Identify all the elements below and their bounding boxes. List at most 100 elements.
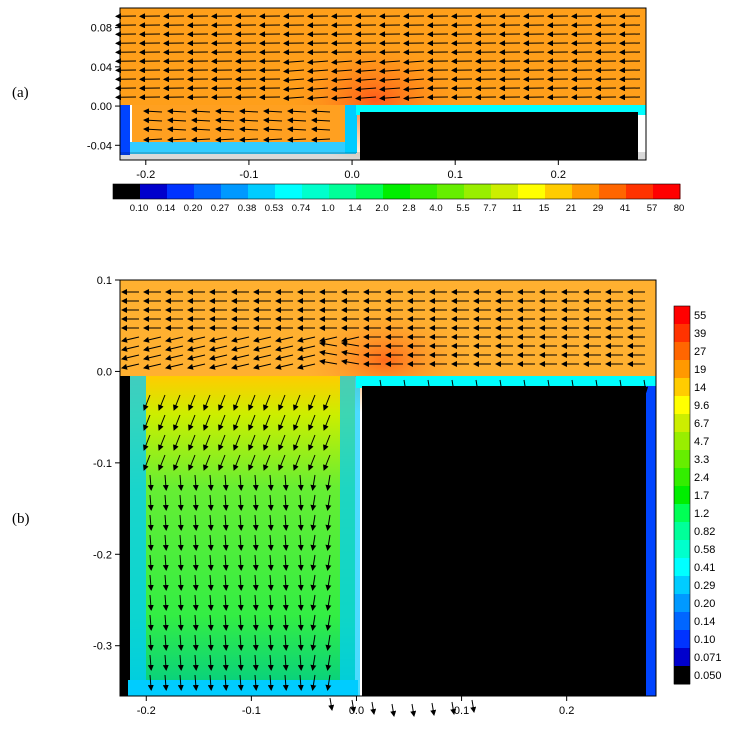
velocity-arrow xyxy=(341,340,360,347)
x-tick-label: -0.2 xyxy=(137,705,156,717)
velocity-arrow xyxy=(192,594,199,611)
velocity-arrow xyxy=(147,674,154,691)
velocity-arrow xyxy=(209,345,228,352)
velocity-arrow xyxy=(252,494,259,511)
velocity-arrow xyxy=(253,363,272,370)
velocity-arrow xyxy=(331,86,353,93)
colorbar-a-swatch xyxy=(437,184,465,199)
velocity-arrow xyxy=(215,136,235,143)
colorbar-b-swatch xyxy=(674,378,690,397)
velocity-arrow xyxy=(162,674,169,691)
colorbar-b-swatch xyxy=(674,630,690,649)
velocity-arrow xyxy=(325,534,332,551)
velocity-arrow xyxy=(310,474,317,491)
velocity-arrow xyxy=(252,534,259,551)
velocity-arrow xyxy=(252,654,259,671)
velocity-arrow xyxy=(237,634,244,651)
velocity-arrow xyxy=(191,117,211,124)
colorbar-b-label: 39 xyxy=(694,328,706,340)
velocity-arrow xyxy=(403,95,425,102)
velocity-arrow xyxy=(165,345,184,352)
velocity-arrow xyxy=(267,494,274,511)
colorbar-a-swatch xyxy=(329,184,357,199)
velocity-arrow xyxy=(546,379,553,393)
velocity-arrow xyxy=(207,514,214,531)
velocity-arrow xyxy=(263,434,271,451)
velocity-arrow xyxy=(267,534,274,551)
colorbar-a-label: 0.74 xyxy=(292,203,311,214)
colorbar-a-label: 80 xyxy=(674,203,685,214)
velocity-arrow xyxy=(192,614,199,631)
velocity-arrow xyxy=(121,345,140,352)
velocity-arrow xyxy=(162,494,169,511)
velocity-arrow xyxy=(207,634,214,651)
velocity-arrow xyxy=(278,434,286,451)
dark-region-b xyxy=(362,386,647,696)
velocity-arrow xyxy=(222,494,229,511)
velocity-arrow xyxy=(147,494,154,511)
plot-a-frame xyxy=(119,7,647,161)
colorbar-b-swatch xyxy=(674,666,690,685)
colorbar-a-label: 0.10 xyxy=(130,203,149,214)
colorbar-a-label: 29 xyxy=(593,203,604,214)
colorbar-a-label: 11 xyxy=(512,203,522,214)
velocity-arrow xyxy=(378,379,385,393)
velocity-arrow xyxy=(308,414,316,431)
velocity-arrow xyxy=(121,336,140,343)
colorbar-b-label: 9.6 xyxy=(694,400,709,412)
velocity-arrow xyxy=(311,117,331,124)
colorbar-a-label: 0.14 xyxy=(157,203,176,214)
velocity-arrow xyxy=(237,474,244,491)
colorbar-b-label: 0.29 xyxy=(694,580,715,592)
velocity-arrow xyxy=(237,654,244,671)
velocity-arrow xyxy=(307,86,329,93)
velocity-arrow xyxy=(252,474,259,491)
left-dark-b xyxy=(120,376,132,696)
velocity-arrow xyxy=(283,59,305,66)
velocity-arrow xyxy=(328,697,335,711)
colorbar-a-swatch xyxy=(221,184,249,199)
velocity-arrow xyxy=(310,674,317,691)
colorbar-a-label: 0.27 xyxy=(211,203,230,214)
velocity-arrow xyxy=(308,394,316,411)
velocity-arrow xyxy=(319,336,338,343)
velocity-arrow xyxy=(147,654,154,671)
colorbar-b-swatch xyxy=(674,450,690,469)
y-tick-label: -0.2 xyxy=(93,549,112,561)
colorbar-a-swatch xyxy=(194,184,222,199)
velocity-arrow xyxy=(162,474,169,491)
velocity-arrow xyxy=(325,594,332,611)
velocity-arrow xyxy=(278,414,286,431)
right-wall-b xyxy=(646,386,656,696)
colorbar-a-label: 41 xyxy=(620,203,631,214)
velocity-arrow xyxy=(307,59,329,66)
velocity-arrow xyxy=(287,126,307,133)
velocity-arrow xyxy=(278,394,286,411)
y-tick-label: -0.04 xyxy=(87,140,112,152)
velocity-arrow xyxy=(287,136,307,143)
velocity-arrow xyxy=(278,454,286,471)
velocity-arrow xyxy=(293,454,301,471)
colorbar-a-label: 21 xyxy=(566,203,577,214)
velocity-arrow xyxy=(121,363,140,370)
colorbar-a-label: 7.7 xyxy=(483,203,496,214)
right-lip-b xyxy=(356,376,656,388)
velocity-arrow xyxy=(297,634,304,651)
colorbar-b-label: 4.7 xyxy=(694,436,709,448)
velocity-arrow xyxy=(143,345,162,352)
velocity-arrow xyxy=(188,454,196,471)
velocity-arrow xyxy=(222,594,229,611)
colorbar-a-label: 0.38 xyxy=(238,203,257,214)
velocity-arrow xyxy=(282,534,289,551)
step-wall-a xyxy=(345,105,357,153)
colorbar-a-swatch xyxy=(113,184,141,199)
x-tick-label: 0.1 xyxy=(454,705,469,717)
velocity-arrow xyxy=(203,434,211,451)
colorbar-a-label: 1.4 xyxy=(348,203,361,214)
velocity-arrow xyxy=(293,434,301,451)
velocity-arrow xyxy=(297,494,304,511)
velocity-arrow xyxy=(319,349,338,356)
velocity-arrow xyxy=(474,379,481,393)
y-tick-label: -0.1 xyxy=(93,458,112,470)
velocity-arrow xyxy=(252,614,259,631)
